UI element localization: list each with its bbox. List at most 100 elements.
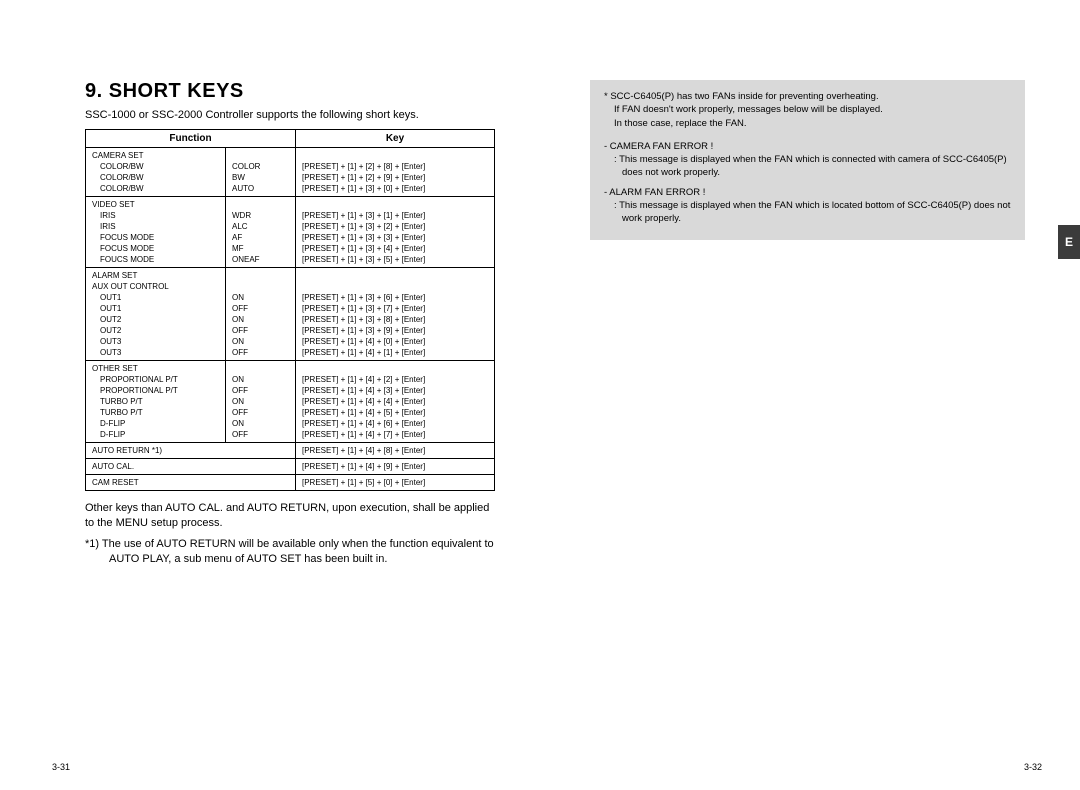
table-cell: MF (226, 243, 296, 254)
table-cell (296, 197, 495, 211)
table-cell: [PRESET] + [1] + [4] + [6] + [Enter] (296, 418, 495, 429)
table-cell: VIDEO SET (86, 197, 226, 211)
fan-intro: * SCC-C6405(P) has two FANs inside for p… (604, 90, 1011, 130)
table-cell: PROPORTIONAL P/T (86, 374, 226, 385)
table-cell: WDR (226, 210, 296, 221)
header-function: Function (86, 130, 296, 148)
table-cell: ONEAF (226, 254, 296, 268)
table-cell: [PRESET] + [1] + [3] + [9] + [Enter] (296, 325, 495, 336)
table-cell: D-FLIP (86, 429, 226, 443)
table-cell (296, 281, 495, 292)
table-cell (296, 361, 495, 375)
table-cell: IRIS (86, 221, 226, 232)
table-cell: ON (226, 336, 296, 347)
section-title: 9. SHORT KEYS (85, 80, 495, 103)
fan-intro-line3: In those case, replace the FAN. (614, 117, 1011, 130)
left-page: 9. SHORT KEYS SSC-1000 or SSC-2000 Contr… (0, 0, 540, 790)
table-cell: OFF (226, 325, 296, 336)
table-cell: [PRESET] + [1] + [4] + [1] + [Enter] (296, 347, 495, 361)
table-cell: AF (226, 232, 296, 243)
table-cell: FOUCS MODE (86, 254, 226, 268)
table-cell: [PRESET] + [1] + [3] + [2] + [Enter] (296, 221, 495, 232)
fan-intro-line1: * SCC-C6405(P) has two FANs inside for p… (604, 91, 879, 102)
table-cell: IRIS (86, 210, 226, 221)
table-cell: [PRESET] + [1] + [3] + [5] + [Enter] (296, 254, 495, 268)
table-cell: BW (226, 172, 296, 183)
table-cell: AUTO RETURN *1) (86, 443, 296, 459)
table-cell: CAMERA SET (86, 148, 226, 162)
table-cell: OUT2 (86, 325, 226, 336)
table-cell: OUT1 (86, 292, 226, 303)
camera-fan-error-desc: : This message is displayed when the FAN… (604, 153, 1011, 180)
table-cell: FOCUS MODE (86, 243, 226, 254)
table-cell: AUTO (226, 183, 296, 197)
table-cell: OUT2 (86, 314, 226, 325)
table-cell: COLOR/BW (86, 172, 226, 183)
table-cell: AUTO CAL. (86, 459, 296, 475)
alarm-fan-error-title: - ALARM FAN ERROR ! (604, 186, 1011, 199)
table-cell: [PRESET] + [1] + [3] + [7] + [Enter] (296, 303, 495, 314)
notes-block: Other keys than AUTO CAL. and AUTO RETUR… (85, 501, 495, 566)
table-cell: ON (226, 418, 296, 429)
table-cell: [PRESET] + [1] + [4] + [3] + [Enter] (296, 385, 495, 396)
table-cell: OFF (226, 385, 296, 396)
table-cell: ON (226, 314, 296, 325)
table-cell: COLOR/BW (86, 161, 226, 172)
table-cell: D-FLIP (86, 418, 226, 429)
note-1: Other keys than AUTO CAL. and AUTO RETUR… (85, 501, 495, 531)
table-cell: [PRESET] + [1] + [4] + [2] + [Enter] (296, 374, 495, 385)
table-cell: TURBO P/T (86, 407, 226, 418)
table-cell (226, 361, 296, 375)
intro-text: SSC-1000 or SSC-2000 Controller supports… (85, 109, 495, 121)
table-cell (226, 148, 296, 162)
fan-intro-line2: If FAN doesn't work properly, messages b… (614, 103, 1011, 116)
alarm-fan-error-desc: : This message is displayed when the FAN… (604, 199, 1011, 226)
table-cell: [PRESET] + [1] + [3] + [6] + [Enter] (296, 292, 495, 303)
table-cell: [PRESET] + [1] + [4] + [8] + [Enter] (296, 443, 495, 459)
table-cell (226, 197, 296, 211)
table-cell: [PRESET] + [1] + [2] + [9] + [Enter] (296, 172, 495, 183)
page-spread: 9. SHORT KEYS SSC-1000 or SSC-2000 Contr… (0, 0, 1080, 790)
table-cell: [PRESET] + [1] + [4] + [7] + [Enter] (296, 429, 495, 443)
table-cell (226, 268, 296, 282)
table-cell: [PRESET] + [1] + [5] + [0] + [Enter] (296, 475, 495, 491)
table-cell (226, 281, 296, 292)
table-cell: [PRESET] + [1] + [4] + [9] + [Enter] (296, 459, 495, 475)
table-cell: OFF (226, 347, 296, 361)
short-keys-table: Function Key CAMERA SETCOLOR/BWCOLOR[PRE… (85, 129, 495, 491)
camera-fan-error-title: - CAMERA FAN ERROR ! (604, 140, 1011, 153)
table-cell: [PRESET] + [1] + [3] + [3] + [Enter] (296, 232, 495, 243)
table-cell: OUT3 (86, 347, 226, 361)
table-cell: OFF (226, 407, 296, 418)
page-number-right: 3-32 (1024, 762, 1042, 772)
table-cell: PROPORTIONAL P/T (86, 385, 226, 396)
table-cell: [PRESET] + [1] + [3] + [4] + [Enter] (296, 243, 495, 254)
table-cell: OTHER SET (86, 361, 226, 375)
table-cell: [PRESET] + [1] + [4] + [5] + [Enter] (296, 407, 495, 418)
table-cell: CAM RESET (86, 475, 296, 491)
table-cell: COLOR/BW (86, 183, 226, 197)
table-cell: [PRESET] + [1] + [3] + [8] + [Enter] (296, 314, 495, 325)
table-cell: OFF (226, 303, 296, 314)
table-cell: ON (226, 374, 296, 385)
table-cell: [PRESET] + [1] + [2] + [8] + [Enter] (296, 161, 495, 172)
page-number-left: 3-31 (52, 762, 70, 772)
table-cell: OFF (226, 429, 296, 443)
table-cell: ON (226, 396, 296, 407)
table-cell: [PRESET] + [1] + [4] + [0] + [Enter] (296, 336, 495, 347)
table-cell: COLOR (226, 161, 296, 172)
table-cell (296, 148, 495, 162)
table-cell: FOCUS MODE (86, 232, 226, 243)
table-cell: OUT1 (86, 303, 226, 314)
table-cell: OUT3 (86, 336, 226, 347)
table-cell: ON (226, 292, 296, 303)
fan-info-box: * SCC-C6405(P) has two FANs inside for p… (590, 80, 1025, 240)
table-cell (296, 268, 495, 282)
table-cell: [PRESET] + [1] + [4] + [4] + [Enter] (296, 396, 495, 407)
side-tab-e: E (1058, 225, 1080, 259)
table-cell: [PRESET] + [1] + [3] + [1] + [Enter] (296, 210, 495, 221)
table-cell: ALC (226, 221, 296, 232)
table-cell: [PRESET] + [1] + [3] + [0] + [Enter] (296, 183, 495, 197)
table-cell: TURBO P/T (86, 396, 226, 407)
right-page: * SCC-C6405(P) has two FANs inside for p… (540, 0, 1080, 790)
